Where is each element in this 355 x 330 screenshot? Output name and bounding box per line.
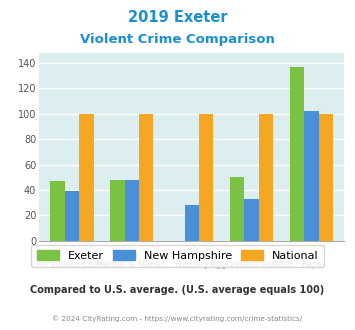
Text: Compared to U.S. average. (U.S. average equals 100): Compared to U.S. average. (U.S. average …: [31, 285, 324, 295]
Legend: Exeter, New Hampshire, National: Exeter, New Hampshire, National: [31, 245, 324, 267]
Text: Rape: Rape: [301, 260, 322, 269]
Bar: [50, 181, 65, 241]
Bar: [79, 114, 93, 241]
Bar: [230, 177, 244, 241]
Text: Violent Crime Comparison: Violent Crime Comparison: [80, 33, 275, 46]
Bar: [110, 180, 125, 241]
Text: 2019 Exeter: 2019 Exeter: [128, 10, 227, 25]
Text: © 2024 CityRating.com - https://www.cityrating.com/crime-statistics/: © 2024 CityRating.com - https://www.city…: [53, 315, 302, 322]
Bar: [318, 114, 333, 241]
Bar: [125, 180, 139, 241]
Bar: [199, 114, 213, 241]
Text: All Violent Crime: All Violent Crime: [37, 260, 107, 269]
Bar: [259, 114, 273, 241]
Bar: [65, 191, 79, 241]
Text: Robbery: Robbery: [174, 260, 209, 269]
Text: Murder & Mans...: Murder & Mans...: [96, 260, 168, 269]
Bar: [139, 114, 153, 241]
Bar: [244, 199, 259, 241]
Bar: [290, 67, 304, 241]
Bar: [304, 111, 318, 241]
Text: Aggravated Assault: Aggravated Assault: [211, 260, 293, 269]
Bar: [185, 205, 199, 241]
